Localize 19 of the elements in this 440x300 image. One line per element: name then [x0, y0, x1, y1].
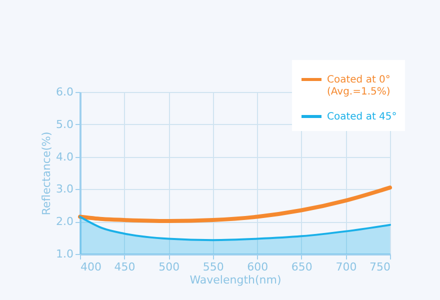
- x-axis-title: Wavelength(nm): [190, 274, 282, 286]
- x-tick-label: 700: [336, 260, 357, 274]
- x-tick-label: 600: [247, 260, 268, 274]
- line-series: [78, 186, 392, 223]
- y-axis-title: Reflectance(%): [40, 132, 54, 216]
- y-tick-label: 6.0: [56, 86, 74, 98]
- y-tick-label: 1.0: [56, 248, 74, 260]
- y-tick-label: 2.0: [56, 215, 74, 228]
- x-tick-label: 400: [80, 260, 102, 274]
- x-tick-label: 550: [202, 260, 224, 274]
- y-tick-label: 4.0: [56, 150, 74, 164]
- x-tick-label: 500: [158, 260, 180, 274]
- x-tick-label: 450: [114, 260, 136, 274]
- y-tick-label: 3.0: [56, 182, 74, 196]
- legend-label: Coated at 0° (Avg.=1.5%): [327, 74, 390, 98]
- x-tick-label: 750: [370, 260, 390, 274]
- legend-label: Coated at 45°: [327, 112, 397, 122]
- y-tick-label: 5.0: [56, 118, 74, 131]
- x-tick-label: 650: [291, 260, 312, 274]
